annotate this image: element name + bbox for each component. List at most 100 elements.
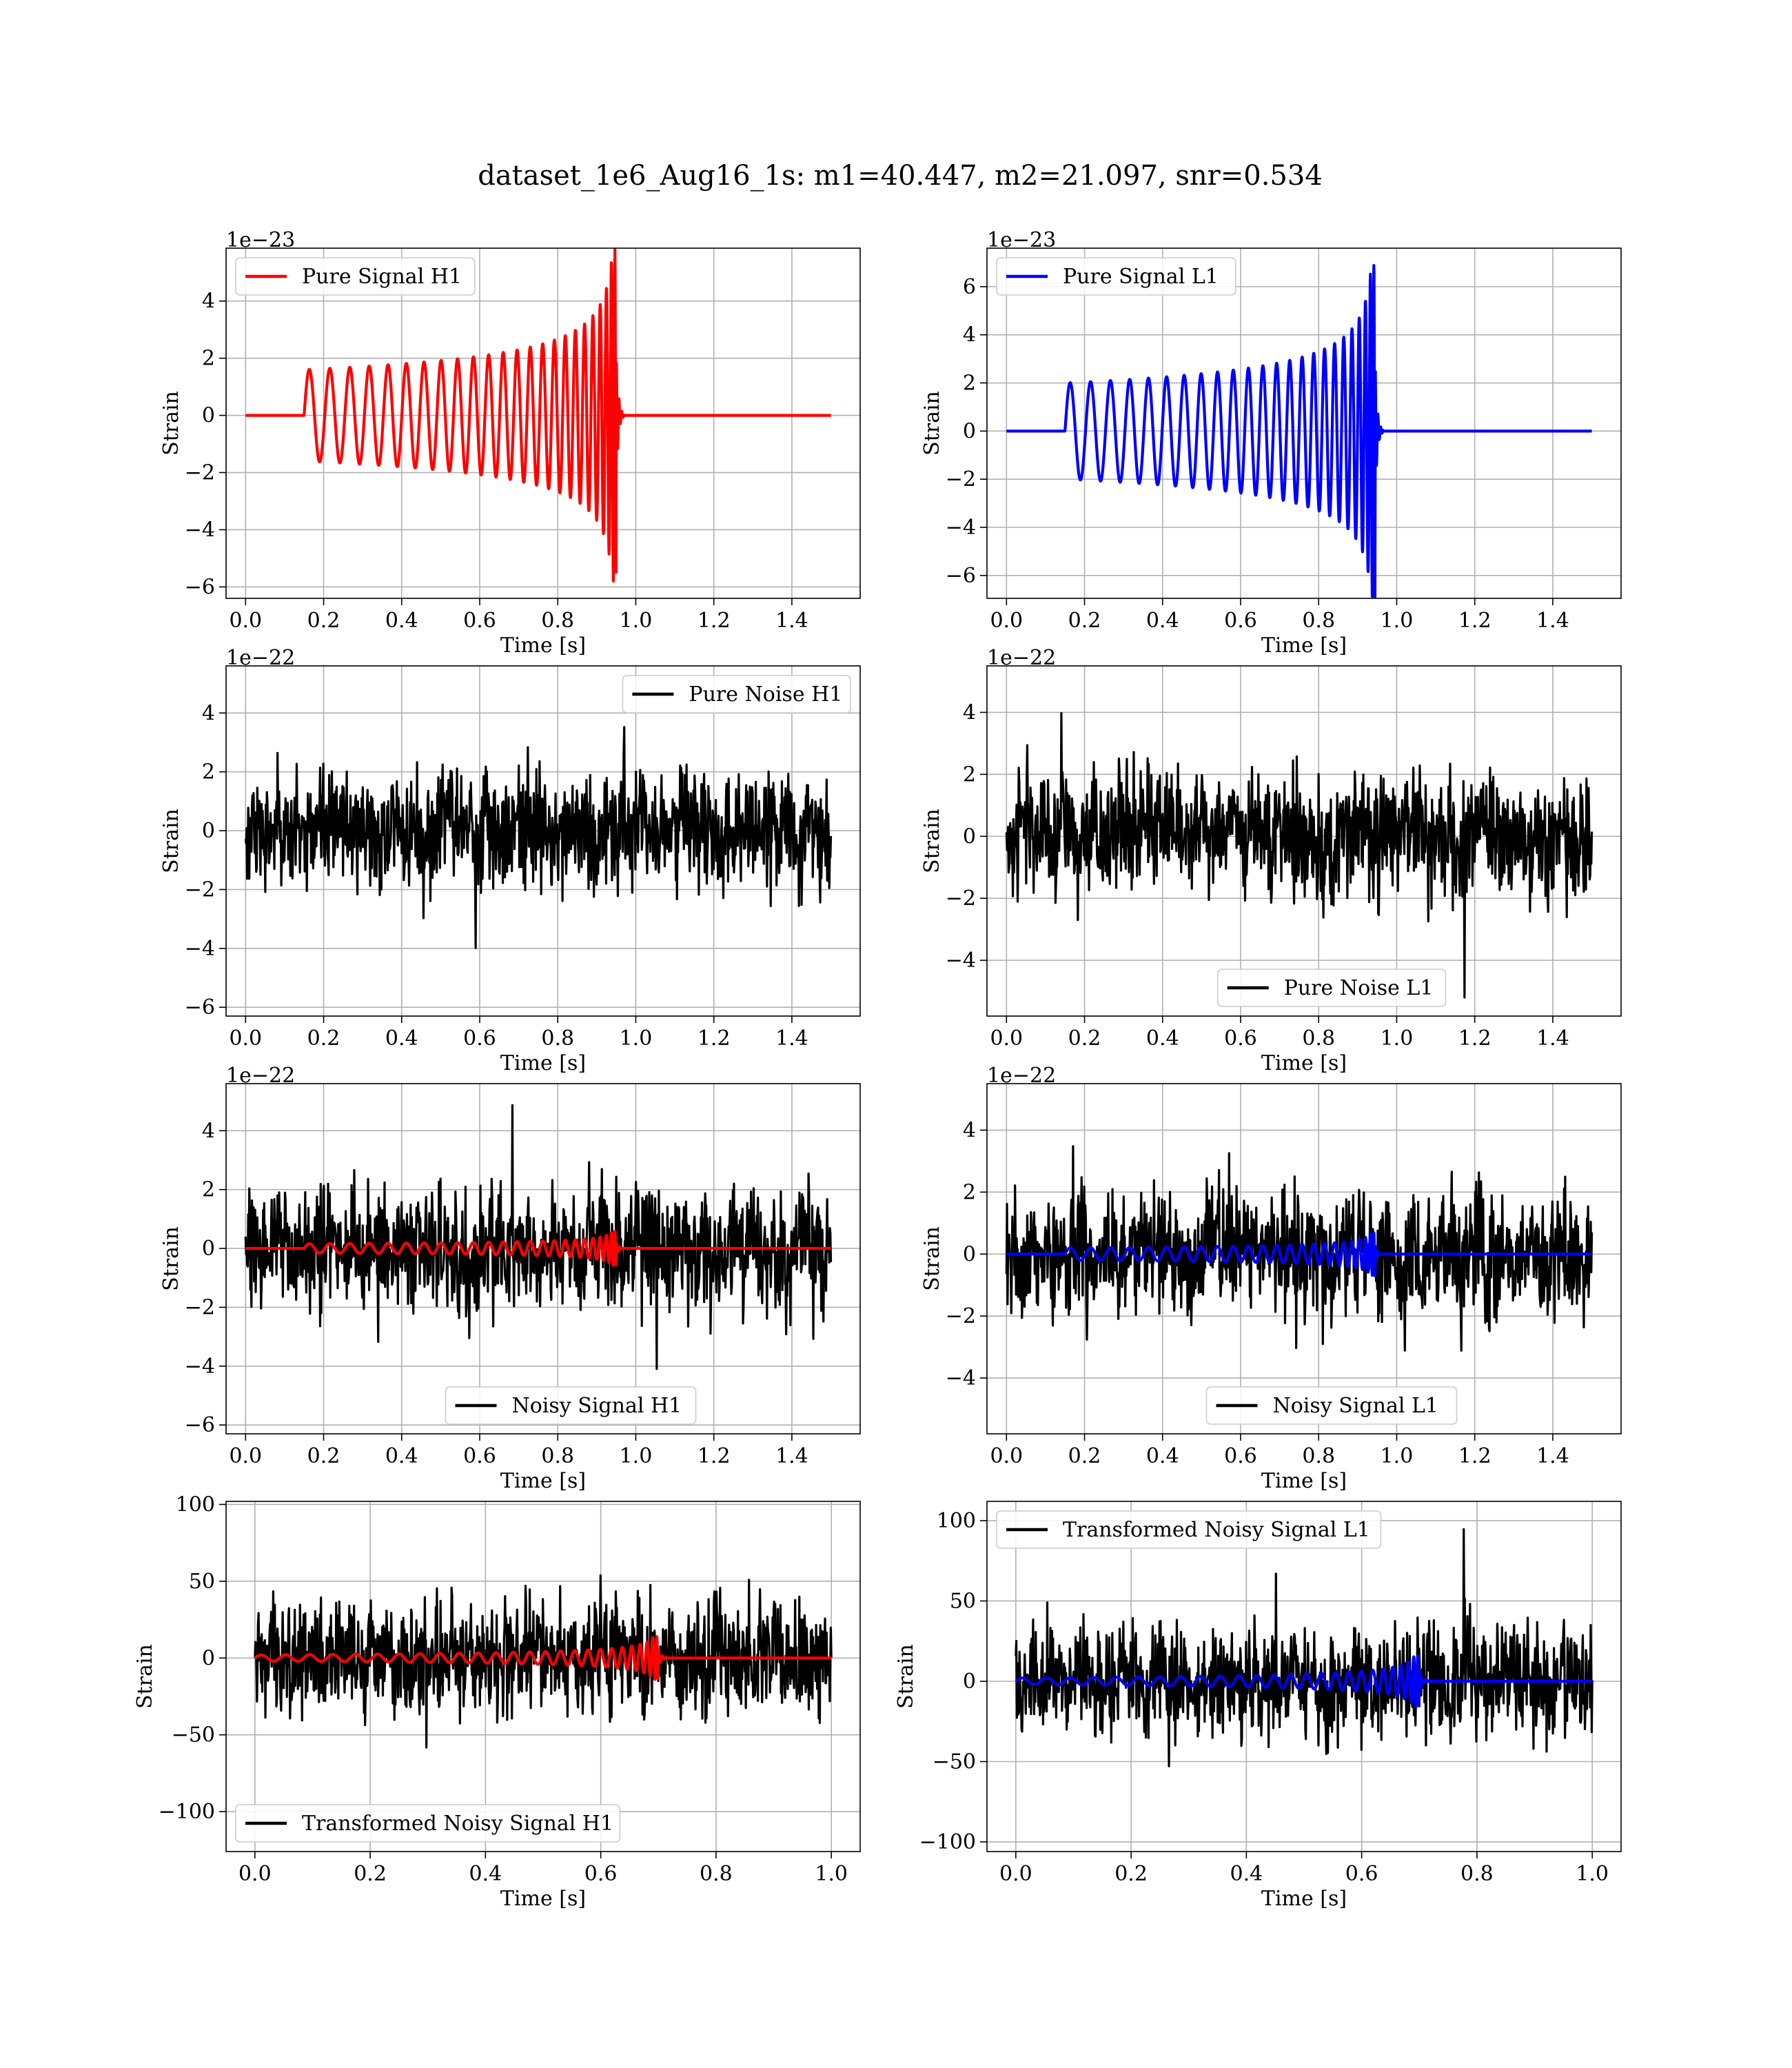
- legend: Noisy Signal L1: [1205, 1386, 1458, 1425]
- series-noise-line: [254, 1574, 833, 1749]
- x-tick-label: 0.0: [990, 1444, 1023, 1468]
- plot-area: [244, 1104, 833, 1370]
- axis-offset-text: 1e−22: [226, 646, 295, 670]
- x-tick-label: 1.0: [620, 1444, 653, 1468]
- legend-label: Transformed Noisy Signal H1: [302, 1812, 613, 1836]
- x-tick-label: 0.6: [463, 1444, 496, 1468]
- series-signal-line: [244, 1230, 833, 1267]
- subplot-noisy-signal-l1: 0.0 0.2 0.4 0.6 0.8 1.0 1.2 1.4 −4 −2 0 2 4 Time [s] S…: [920, 1064, 1622, 1493]
- axis-offset-text: 1e−22: [987, 646, 1056, 670]
- axis-offset-text: 1e−23: [226, 228, 295, 252]
- x-tick-label: 0.4: [1146, 609, 1179, 633]
- y-tick-label: −4: [946, 949, 976, 973]
- x-tick-label: 0.2: [1068, 1444, 1101, 1468]
- y-axis-label: Strain: [894, 1644, 918, 1709]
- subplot-grid: 0.0 0.2 0.4 0.6 0.8 1.0 1.2 1.4 −6 −4 −2 0 2 4 Time [s…: [133, 228, 1622, 1911]
- axes-frame: [986, 665, 1622, 1017]
- x-tick-label: 0.4: [1230, 1862, 1263, 1886]
- x-tick-label: 0.2: [1068, 609, 1101, 633]
- series-signal-line: [244, 248, 833, 583]
- x-tick-label: 1.4: [1536, 1444, 1569, 1468]
- subplot-pure-noise-h1: 0.0 0.2 0.4 0.6 0.8 1.0 1.2 1.4 −6 −4 −2 0 2 4 Time [s…: [159, 646, 861, 1075]
- y-tick-label: 4: [202, 290, 215, 314]
- x-axis-label: Time [s]: [1261, 633, 1347, 658]
- axes-frame: [225, 1501, 861, 1852]
- series-signal-line: [1005, 1231, 1594, 1277]
- x-axis-label: Time [s]: [500, 1051, 586, 1075]
- x-tick-label: 0.4: [385, 1444, 418, 1468]
- axes-frame: [225, 247, 861, 599]
- x-axis-label: Time [s]: [1261, 1887, 1347, 1911]
- plot-area: [1005, 711, 1594, 999]
- y-tick-label: −6: [185, 995, 215, 1020]
- x-axis-label: Time [s]: [1261, 1051, 1347, 1075]
- y-tick-label: 0: [963, 824, 976, 849]
- subplot-pure-noise-l1: 0.0 0.2 0.4 0.6 0.8 1.0 1.2 1.4 −4 −2 0 2 4 Time [s] S…: [920, 646, 1622, 1075]
- x-tick-label: 0.6: [463, 1026, 496, 1051]
- plot-area: [244, 248, 833, 583]
- y-tick-label: 4: [202, 701, 215, 725]
- legend-box: [235, 1804, 621, 1843]
- x-tick-label: 1.4: [775, 1026, 808, 1051]
- y-tick-label: 2: [963, 372, 976, 396]
- axis-offset-text: 1e−22: [987, 1064, 1056, 1088]
- x-tick-label: 1.0: [620, 609, 653, 633]
- y-tick-label: 4: [963, 700, 976, 724]
- y-tick-label: −6: [185, 1413, 215, 1437]
- y-tick-label: 0: [202, 404, 215, 428]
- y-tick-label: −2: [185, 878, 215, 902]
- subplot-pure-signal-l1: 0.0 0.2 0.4 0.6 0.8 1.0 1.2 1.4 −6 −4 −2 0 2 4 6 Time […: [920, 228, 1622, 658]
- x-tick-label: 0.4: [385, 1026, 418, 1051]
- y-tick-label: 0: [202, 819, 215, 843]
- y-tick-label: −50: [172, 1723, 215, 1747]
- series-noise-line: [1005, 711, 1594, 999]
- x-tick-label: 1.4: [1536, 1026, 1569, 1051]
- legend: Transformed Noisy Signal L1: [996, 1510, 1382, 1549]
- axis-offset-text: 1e−22: [226, 1064, 295, 1088]
- y-tick-label: 0: [202, 1237, 215, 1261]
- x-tick-label: 1.2: [698, 1026, 731, 1051]
- x-tick-label: 0.0: [229, 1026, 262, 1051]
- x-tick-label: 0.8: [700, 1862, 733, 1886]
- axis-offset-text: 1e−23: [987, 228, 1056, 252]
- x-tick-label: 1.0: [1381, 1026, 1414, 1051]
- x-axis-label: Time [s]: [500, 633, 586, 658]
- y-tick-label: 100: [937, 1509, 976, 1533]
- x-tick-label: 0.0: [229, 1444, 262, 1468]
- plot-area: [1005, 1145, 1594, 1352]
- axes-frame: [986, 247, 1622, 599]
- y-tick-label: 4: [963, 1118, 976, 1142]
- y-tick-label: 100: [176, 1492, 215, 1517]
- legend: Pure Signal H1: [235, 257, 476, 296]
- series-noise-line: [1015, 1528, 1594, 1767]
- y-tick-label: −6: [185, 575, 215, 599]
- legend-label: Pure Signal H1: [302, 265, 462, 289]
- x-tick-label: 0.2: [307, 1026, 340, 1051]
- series-noise-line: [244, 726, 833, 949]
- series-noise-line: [1005, 1145, 1594, 1352]
- x-tick-label: 0.6: [1224, 1026, 1257, 1051]
- x-tick-label: 1.2: [1458, 1026, 1491, 1051]
- x-tick-label: 0.0: [990, 1026, 1023, 1051]
- series-signal-line: [1015, 1654, 1594, 1709]
- series-signal-line: [1005, 263, 1594, 598]
- x-tick-label: 0.6: [463, 609, 496, 633]
- y-axis-label: Strain: [920, 391, 944, 456]
- y-tick-label: −2: [185, 461, 215, 485]
- subplot-transformed-noisy-signal-h1: 0.0 0.2 0.4 0.6 0.8 1.0 −100 −50 0 50 100 Time [s] S…: [133, 1492, 861, 1911]
- y-axis-label: Strain: [920, 1226, 944, 1291]
- x-tick-label: 1.4: [775, 609, 808, 633]
- x-axis-label: Time [s]: [500, 1469, 586, 1493]
- x-tick-label: 1.4: [1536, 609, 1569, 633]
- legend-box: [996, 1510, 1382, 1549]
- x-tick-label: 0.6: [1224, 1444, 1257, 1468]
- x-tick-label: 1.0: [815, 1862, 848, 1886]
- x-tick-label: 0.8: [541, 1444, 574, 1468]
- legend-box: [1205, 1386, 1458, 1425]
- legend: Pure Noise L1: [1216, 969, 1447, 1007]
- y-tick-label: 6: [963, 275, 976, 299]
- x-tick-label: 0.6: [1345, 1862, 1378, 1886]
- x-tick-label: 1.2: [698, 609, 731, 633]
